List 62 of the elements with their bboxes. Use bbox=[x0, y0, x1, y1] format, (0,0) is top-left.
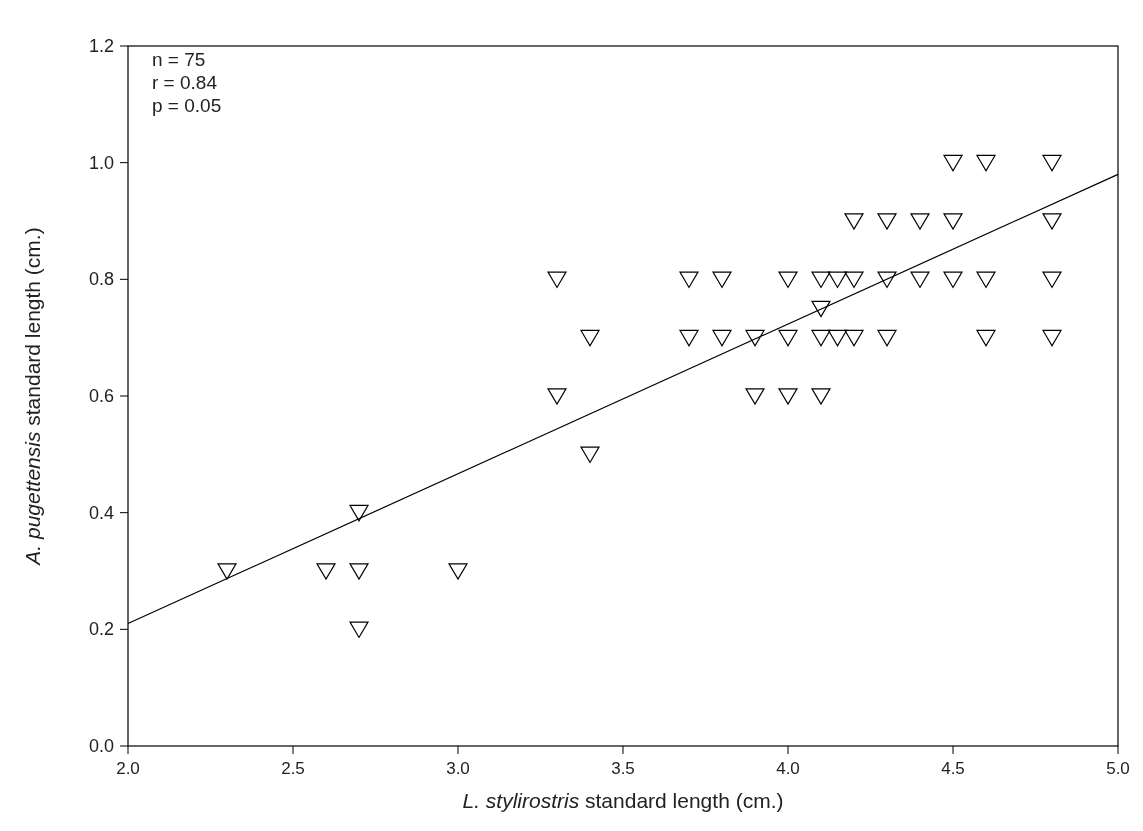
x-tick-label: 2.0 bbox=[116, 759, 140, 778]
point bbox=[745, 388, 765, 405]
x-tick-label: 2.5 bbox=[281, 759, 305, 778]
x-tick-label: 4.5 bbox=[941, 759, 965, 778]
point bbox=[712, 271, 732, 289]
point bbox=[778, 388, 798, 405]
y-tick-label: 0.6 bbox=[88, 386, 114, 406]
point bbox=[943, 213, 963, 230]
point bbox=[844, 213, 864, 230]
point bbox=[827, 271, 848, 289]
point bbox=[448, 563, 468, 580]
point bbox=[877, 271, 897, 289]
y-tick-label: 0.0 bbox=[88, 736, 114, 756]
y-tick-label: 1.0 bbox=[88, 152, 114, 173]
point bbox=[910, 213, 930, 230]
point bbox=[349, 563, 369, 580]
point bbox=[1042, 213, 1062, 230]
x-axis-title: L. stylirostris standard length (cm.) bbox=[462, 789, 784, 812]
x-tick-label: 3.5 bbox=[611, 759, 635, 778]
point bbox=[679, 329, 699, 347]
point bbox=[349, 621, 369, 639]
point bbox=[745, 329, 765, 347]
point bbox=[547, 388, 567, 405]
point bbox=[976, 154, 996, 172]
point bbox=[976, 329, 996, 347]
point bbox=[811, 388, 831, 405]
y-tick-label: 1.2 bbox=[88, 36, 114, 56]
point bbox=[1042, 154, 1062, 172]
point bbox=[811, 271, 831, 289]
y-axis-title: A. pugettensis standard length (cm.) bbox=[21, 227, 44, 567]
point bbox=[1042, 329, 1062, 347]
point bbox=[827, 329, 848, 347]
point bbox=[580, 446, 600, 464]
point bbox=[943, 154, 963, 172]
point bbox=[976, 271, 996, 289]
point bbox=[811, 329, 831, 347]
point bbox=[217, 563, 237, 580]
point bbox=[712, 329, 732, 347]
point bbox=[877, 329, 897, 347]
y-tick-label: 0.8 bbox=[88, 269, 114, 290]
point bbox=[943, 271, 963, 289]
annotation: r = 0.84 bbox=[152, 72, 218, 93]
point bbox=[547, 271, 567, 289]
y-tick-label: 0.4 bbox=[88, 502, 114, 523]
point bbox=[1042, 271, 1062, 289]
x-tick-label: 4.0 bbox=[776, 759, 800, 778]
point bbox=[316, 563, 336, 580]
point bbox=[910, 271, 930, 289]
annotation: p = 0.05 bbox=[152, 95, 222, 116]
point bbox=[877, 213, 897, 230]
point bbox=[349, 504, 369, 522]
point bbox=[679, 271, 699, 289]
annotation: n = 75 bbox=[152, 49, 206, 70]
point bbox=[844, 329, 864, 347]
x-tick-label: 5.0 bbox=[1106, 759, 1130, 778]
point bbox=[778, 329, 798, 347]
point bbox=[778, 271, 798, 289]
point bbox=[844, 271, 864, 289]
point bbox=[811, 300, 831, 318]
x-tick-label: 3.0 bbox=[446, 759, 470, 778]
y-tick-label: 0.2 bbox=[88, 619, 114, 640]
point bbox=[580, 329, 600, 347]
